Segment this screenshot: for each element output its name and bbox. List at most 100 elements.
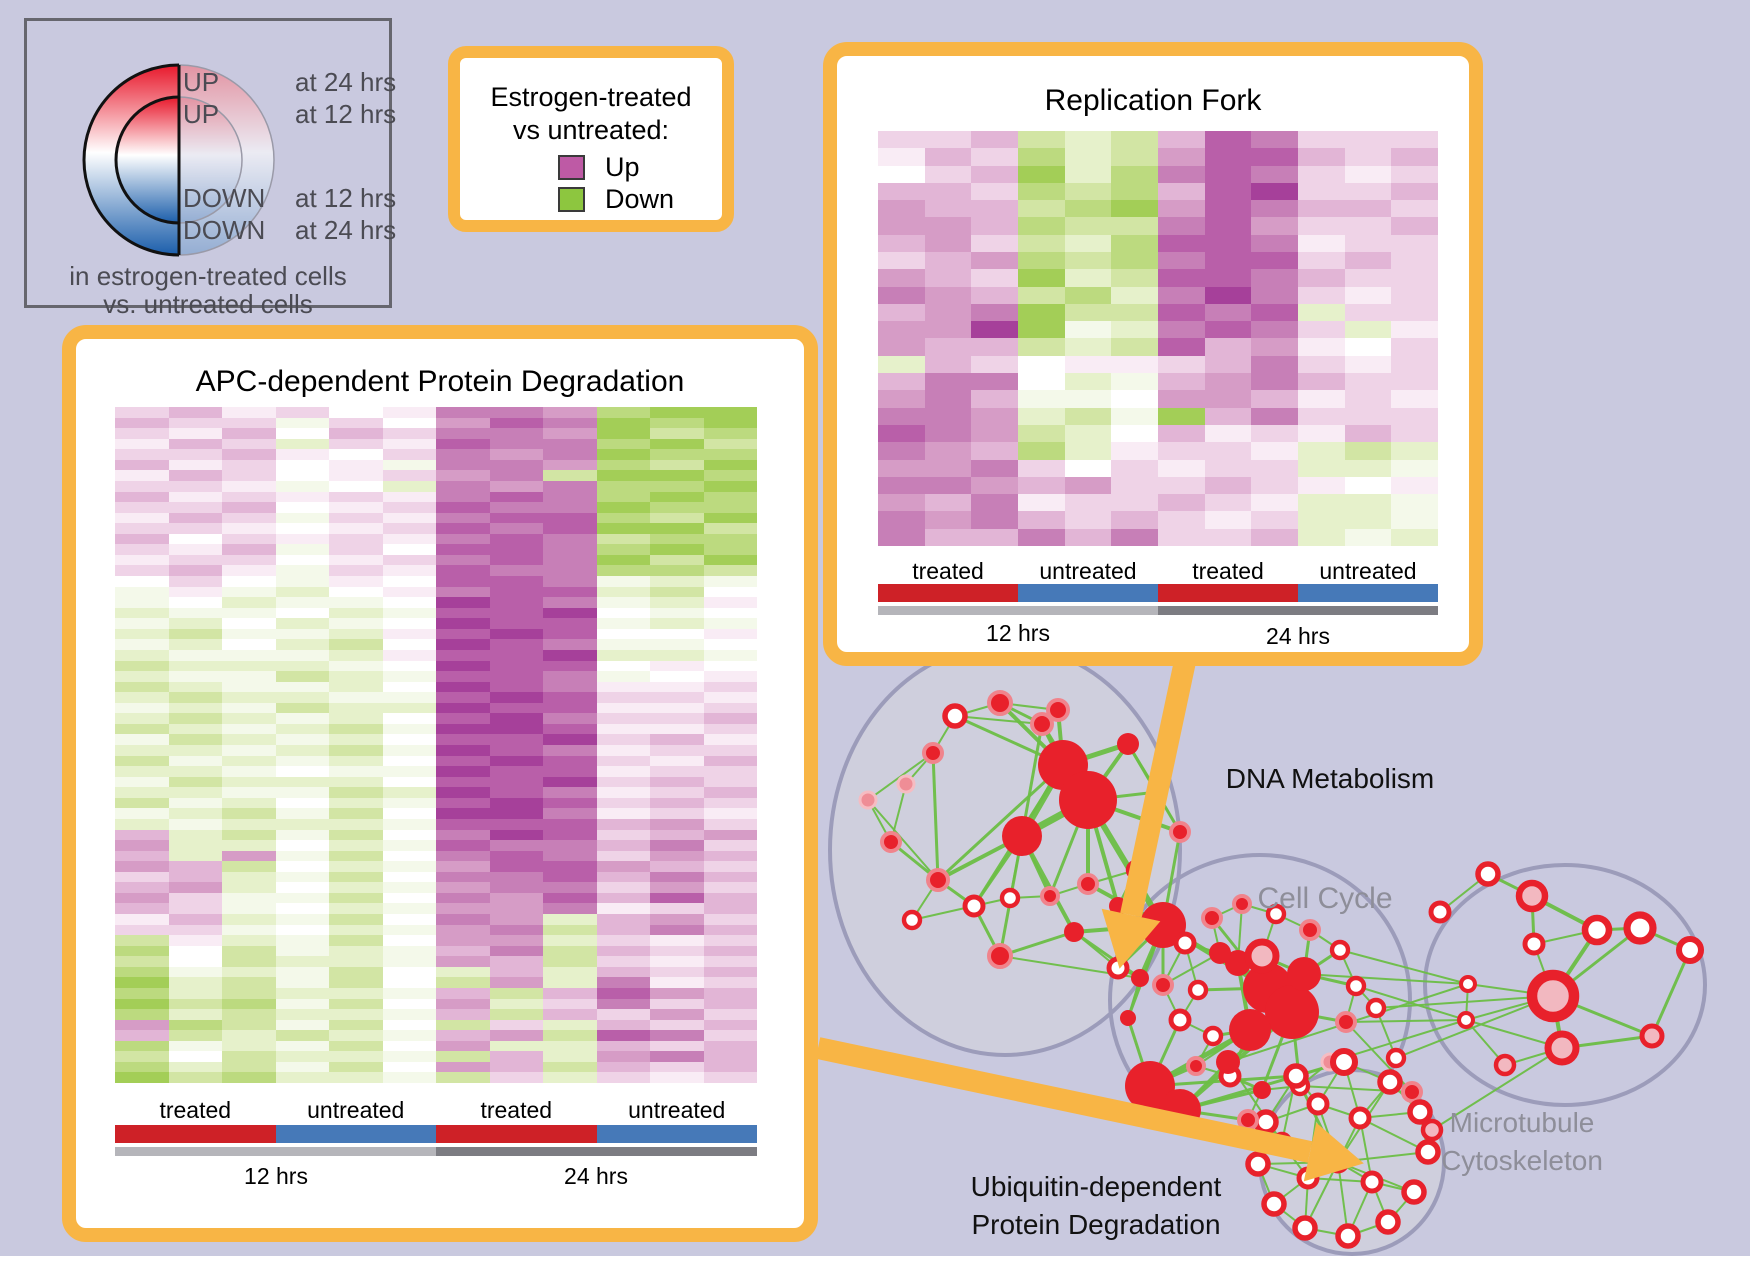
- gene-node-62: [1457, 1011, 1475, 1029]
- gene-node-14: [901, 909, 923, 931]
- network-edge: [1650, 949, 1692, 1037]
- network-edge: [1395, 995, 1554, 1059]
- gene-node-79: [1292, 1215, 1318, 1241]
- arrow-shaft-0: [1120, 649, 1198, 918]
- down-label: Down: [605, 184, 675, 214]
- network-label-0: DNA Metabolism: [1226, 763, 1435, 794]
- apc-group-label-3: untreated: [628, 1097, 726, 1123]
- up-label: Up: [605, 152, 640, 182]
- gene-node-7: [922, 742, 944, 764]
- down-24-word: DOWN: [183, 215, 266, 245]
- apc-time-bar: [115, 1147, 757, 1156]
- gene-node-54: [1365, 997, 1387, 1019]
- gene-node-59: [1623, 911, 1657, 945]
- apc-group-labels: treated untreated treated untreated: [115, 1097, 757, 1124]
- gene-node-65: [1526, 969, 1580, 1023]
- up-color-swatch: [558, 155, 585, 180]
- down-12-time: at 12 hrs: [295, 183, 397, 213]
- apc-group-label-0: treated: [159, 1097, 232, 1123]
- down-12-word: DOWN: [183, 183, 266, 213]
- apc-12hrs-label: 12 hrs: [244, 1163, 308, 1189]
- gene-node-36: [1168, 1008, 1192, 1032]
- rf-heatmap: [878, 131, 1438, 546]
- apc-24hrs-label: 24 hrs: [564, 1163, 628, 1189]
- gene-node-55: [1385, 1047, 1407, 1069]
- gene-node-4: [987, 690, 1013, 716]
- rf-24hrs-label: 24 hrs: [1266, 623, 1330, 649]
- arrow-head-1: [1303, 1122, 1364, 1182]
- gene-node-63: [1675, 935, 1705, 965]
- gene-node-29: [1287, 957, 1321, 991]
- gene-node-58: [1515, 879, 1549, 913]
- network-edge: [1345, 1019, 1467, 1023]
- gene-node-38: [1186, 1056, 1206, 1076]
- gene-node-28: [1229, 1009, 1271, 1051]
- replication-fork-panel: Replication Fork treated untreated treated…: [823, 42, 1483, 666]
- gene-node-43: [1201, 907, 1223, 929]
- gene-node-15: [962, 894, 986, 918]
- up-12-word: UP: [183, 99, 220, 129]
- gene-node-2: [1002, 816, 1042, 856]
- down-color-swatch: [558, 187, 585, 212]
- gene-node-84: [1348, 1106, 1372, 1130]
- gene-node-9: [880, 831, 902, 853]
- gene-node-31: [1209, 942, 1231, 964]
- gene-node-35: [1187, 979, 1209, 1001]
- updown-circle-legend: UP at 24 hrs UP at 12 hrs DOWN at 12 hrs…: [24, 18, 396, 319]
- rf-group-label-2: treated: [1192, 558, 1264, 584]
- network-label-2: Microtubule: [1450, 1107, 1595, 1138]
- gene-node-12: [1169, 821, 1191, 843]
- gene-node-67: [1581, 914, 1613, 946]
- gene-node-72: [1329, 1047, 1359, 1077]
- gene-node-57: [1420, 1118, 1444, 1142]
- gene-node-69: [1428, 900, 1452, 924]
- down-24-time: at 24 hrs: [295, 215, 397, 245]
- arrow-head-0: [1101, 908, 1161, 969]
- gene-node-48: [1345, 975, 1367, 997]
- gene-node-53: [1216, 1050, 1240, 1074]
- apc-panel-title: APC-dependent Protein Degradation: [195, 365, 685, 398]
- gene-node-68: [1475, 861, 1501, 887]
- gene-node-61: [1459, 975, 1477, 993]
- bottom-margin: [0, 1256, 1750, 1279]
- rf-panel-title: Replication Fork: [1044, 84, 1262, 117]
- gene-node-74: [1407, 1099, 1433, 1125]
- gene-node-56: [1401, 1081, 1423, 1103]
- gene-node-16: [999, 887, 1021, 909]
- gene-node-37: [1202, 1025, 1224, 1047]
- apc-condition-bar: [115, 1125, 757, 1143]
- gene-node-27: [1265, 985, 1319, 1039]
- up-12-time: at 12 hrs: [295, 99, 397, 129]
- gene-node-75: [1415, 1139, 1441, 1165]
- gene-node-40: [1253, 1081, 1271, 1099]
- apc-group-label-2: treated: [480, 1097, 553, 1123]
- gene-node-82: [1253, 1109, 1279, 1135]
- network-edge: [1339, 949, 1469, 985]
- gene-node-71: [1283, 1063, 1309, 1089]
- gene-node-78: [1335, 1223, 1361, 1249]
- gene-node-45: [1265, 903, 1287, 925]
- gene-node-81: [1245, 1151, 1271, 1177]
- gene-node-24: [1140, 902, 1186, 948]
- gene-node-5: [942, 703, 968, 729]
- gene-node-25: [1131, 969, 1149, 987]
- gene-node-44: [1232, 894, 1252, 914]
- gene-node-18: [1077, 873, 1099, 895]
- network-edge: [1303, 973, 1469, 985]
- gene-node-6: [1030, 712, 1054, 736]
- gene-node-34: [1152, 974, 1174, 996]
- gene-node-10: [1117, 733, 1139, 755]
- gene-node-83: [1306, 1092, 1330, 1116]
- rf-group-label-3: untreated: [1319, 558, 1417, 584]
- network-edge: [936, 763, 1065, 882]
- gene-node-13: [926, 868, 950, 892]
- gene-node-77: [1375, 1209, 1401, 1235]
- gene-node-64: [1639, 1023, 1665, 1049]
- network-edge: [931, 752, 940, 881]
- gene-node-47: [1329, 939, 1351, 961]
- network-edge: [1375, 995, 1554, 1009]
- gene-node-21: [987, 943, 1013, 969]
- gene-node-23: [858, 790, 878, 810]
